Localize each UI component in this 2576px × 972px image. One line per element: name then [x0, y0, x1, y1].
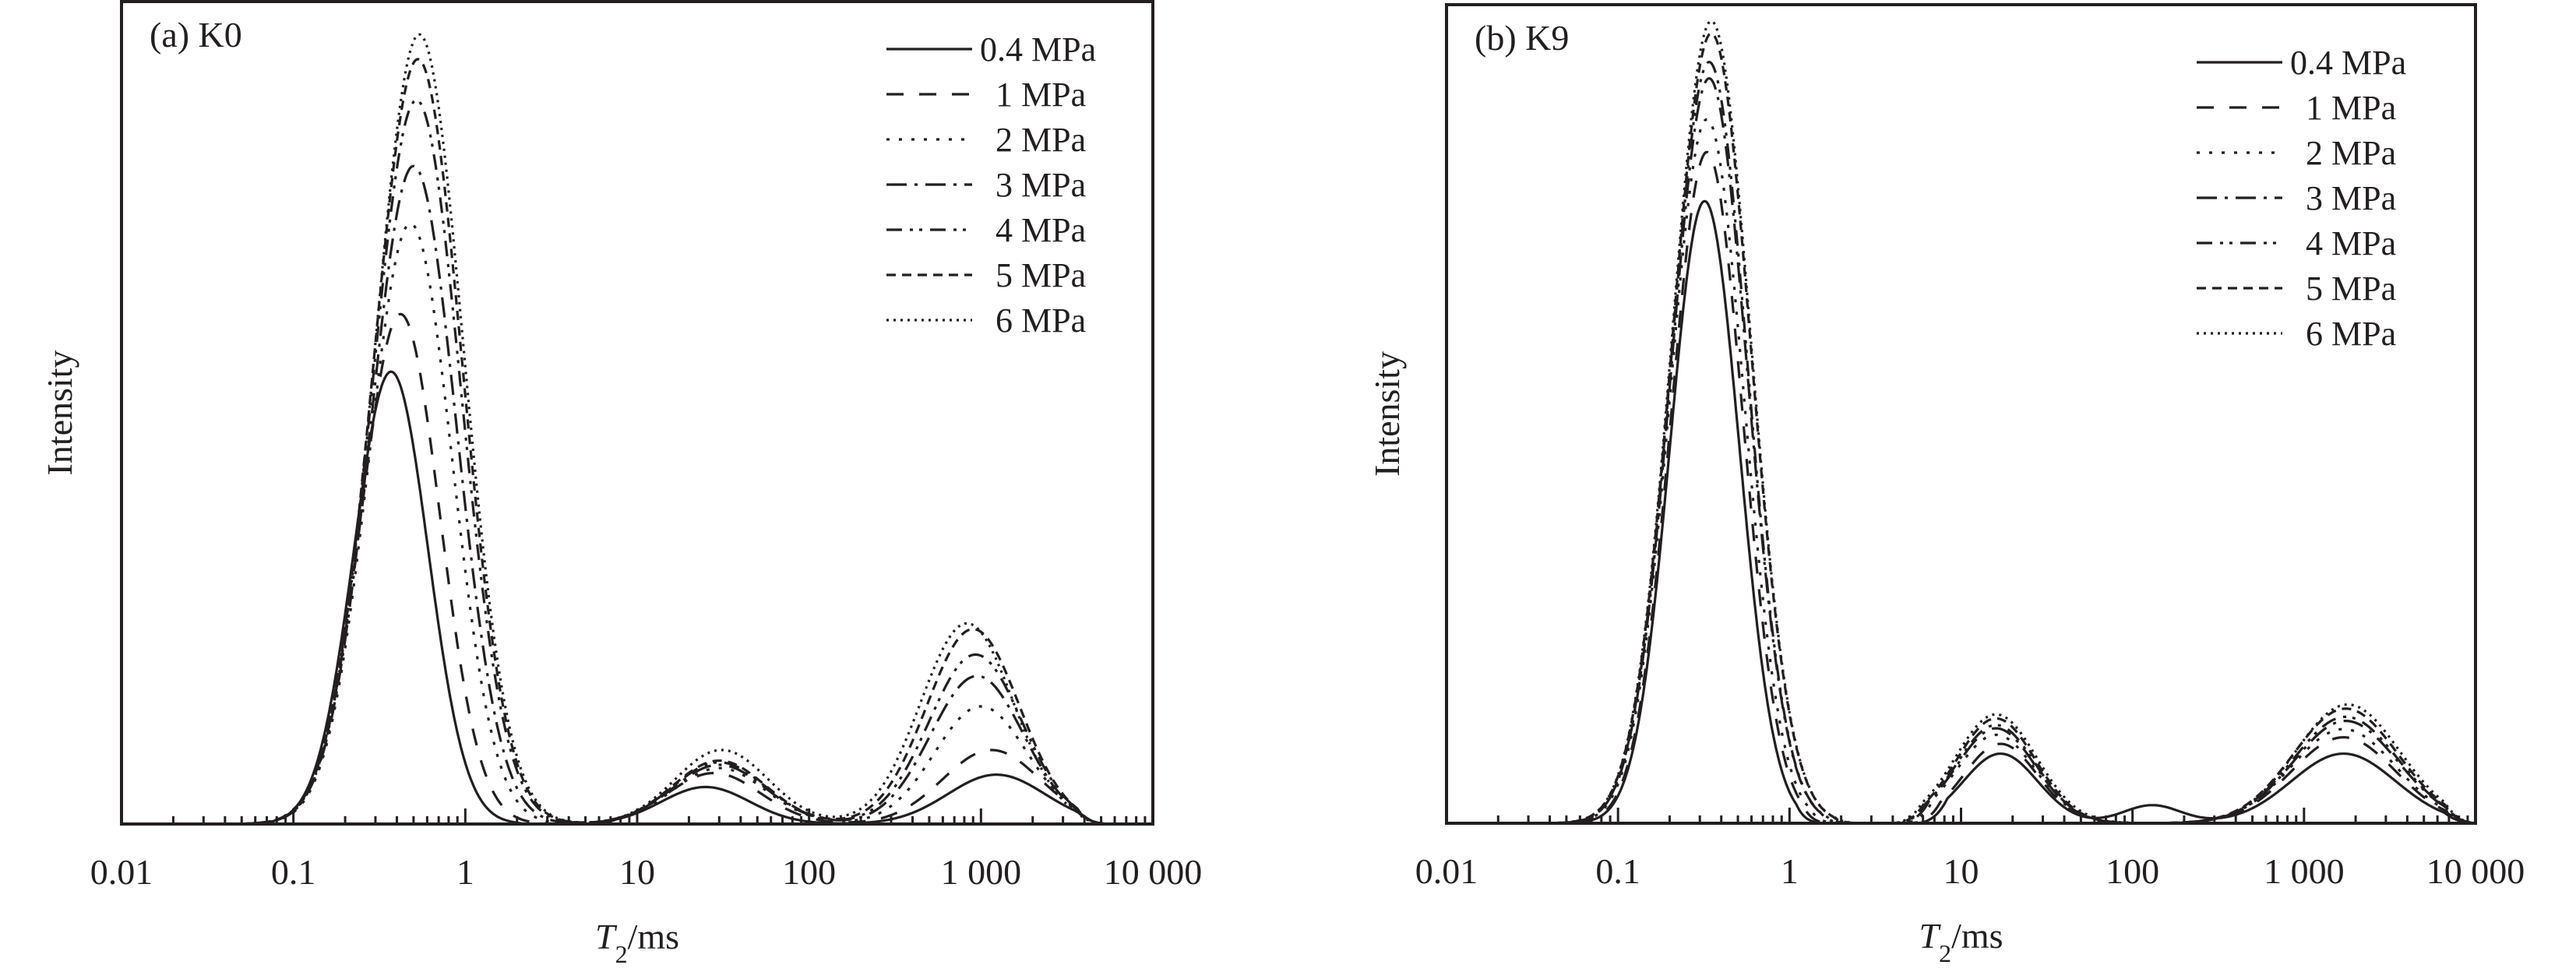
legend-label: 2 MPa: [2306, 134, 2396, 172]
x-label-t: T: [1919, 916, 1941, 956]
x-tick-label: 10 000: [1104, 852, 1203, 892]
series-line-2-MPa: [1446, 118, 2476, 825]
panel-b-plot-frame: [1445, 3, 2477, 825]
x-label-unit: /ms: [1951, 916, 2003, 956]
x-tick-label: 10 000: [2426, 851, 2525, 891]
series-line-6-MPa: [1446, 19, 2476, 825]
series-line-4-MPa: [1446, 61, 2476, 825]
legend-label: 6 MPa: [996, 301, 1086, 340]
x-tick-label: 100: [782, 852, 836, 892]
legend-label: 6 MPa: [2306, 315, 2396, 353]
panel-a-x-ticks: [120, 808, 1154, 824]
x-tick-label: 1 000: [2264, 851, 2345, 891]
series-line-2-MPa: [121, 222, 1154, 826]
x-label-subscript: 2: [615, 940, 628, 968]
legend-label: 5 MPa: [2306, 269, 2396, 308]
series-line-5-MPa: [1446, 32, 2476, 825]
legend-label: 0.4 MPa: [980, 30, 1096, 69]
series-line-0_4-MPa: [1446, 199, 2476, 825]
x-label-unit: /ms: [628, 917, 679, 956]
panel-a-plot-frame: [120, 0, 1154, 826]
series-line-3-MPa: [1446, 77, 2476, 825]
x-tick-label: 0.1: [1595, 851, 1640, 891]
x-tick-label: 1 000: [941, 852, 1022, 892]
panel-b-k9: (b) K9 Intensity T2/ms 0.01 0.1 1 10 100 1 00…: [1367, 3, 2525, 967]
panel-a-y-axis-label: Intensity: [40, 350, 79, 476]
panel-b-legend: 0.4 MPa 1 MPa 2 MPa 3 MPa 4 MPa 5 MPa 6 MPa: [2197, 44, 2406, 353]
legend-label: 0.4 MPa: [2290, 44, 2406, 82]
panel-a-title: (a) K0: [150, 15, 242, 55]
x-tick-label: 10: [619, 852, 655, 892]
x-tick-label: 1: [456, 852, 474, 892]
series-line-1-MPa: [1446, 150, 2476, 825]
x-tick-label: 1: [1781, 851, 1799, 891]
legend-label: 1 MPa: [2306, 89, 2396, 127]
x-label-subscript: 2: [1939, 939, 1951, 967]
panel-a-x-axis-label: T2/ms: [595, 917, 679, 968]
legend-label: 2 MPa: [996, 121, 1086, 159]
legend-label: 4 MPa: [2306, 224, 2396, 262]
panel-b-x-axis-label: T2/ms: [1919, 916, 2003, 967]
series-line-0_4-MPa: [121, 370, 1154, 826]
legend-label: 3 MPa: [996, 166, 1086, 204]
x-tick-label: 0.01: [1415, 851, 1478, 891]
panel-b-y-axis-label: Intensity: [1367, 351, 1407, 477]
panel-b-curves: [1446, 19, 2476, 825]
legend-label: 4 MPa: [996, 211, 1086, 249]
x-tick-label: 100: [2106, 851, 2159, 891]
legend-label: 1 MPa: [996, 76, 1086, 114]
panel-a-x-tick-labels: 0.01 0.1 1 10 100 1 000 10 000: [90, 852, 1203, 892]
legend-label: 3 MPa: [2306, 179, 2396, 217]
x-tick-label: 0.1: [271, 852, 316, 892]
series-line-1-MPa: [121, 312, 1154, 826]
panel-a-k0: (a) K0 Intensity T2/ms 0.01 0.1 1 10 100 1 00…: [40, 0, 1203, 968]
x-label-t: T: [595, 917, 618, 956]
legend-label: 5 MPa: [996, 256, 1086, 294]
panel-a-legend: 0.4 MPa 1 MPa 2 MPa 3 MPa 4 MPa 5 MPa 6 MPa: [886, 30, 1096, 340]
panel-b-title: (b) K9: [1475, 18, 1569, 58]
x-tick-label: 10: [1943, 851, 1979, 891]
panel-b-x-tick-labels: 0.01 0.1 1 10 100 1 000 10 000: [1415, 851, 2525, 891]
series-line-4-MPa: [121, 99, 1154, 826]
x-tick-label: 0.01: [90, 852, 153, 892]
